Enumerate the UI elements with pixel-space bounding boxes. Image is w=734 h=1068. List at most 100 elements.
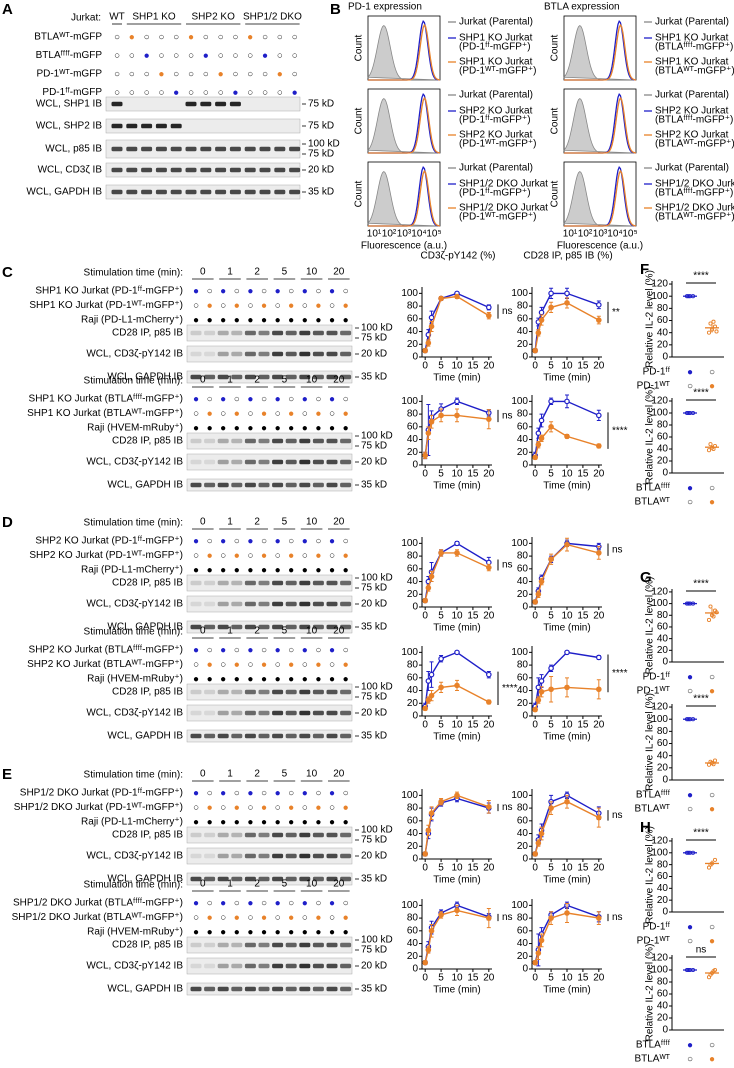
band <box>190 689 202 695</box>
dot: ○ <box>232 69 238 80</box>
x-tick-label: 20 <box>593 611 605 622</box>
y-tick-label: 40 <box>517 326 529 337</box>
band <box>299 330 311 336</box>
blot-label: WCL, GAPDH IB <box>107 984 183 995</box>
band <box>217 689 229 695</box>
time-label: 1 <box>227 517 233 528</box>
dot-row: ○ ● ○ ● ○ ● ○ ● ○ ● ○ ● <box>193 408 349 419</box>
data-point <box>486 312 492 319</box>
band <box>258 330 270 336</box>
dot-row: ○ ● <box>687 497 715 508</box>
dot: ● <box>329 423 335 434</box>
dot: ● <box>302 536 308 547</box>
data-point <box>532 454 538 461</box>
x-tick-label: 5 <box>548 863 554 874</box>
condition-label: BTLAᵂᵀ <box>634 1054 670 1065</box>
dot: ● <box>207 912 213 923</box>
y-tick-label: 40 <box>657 327 669 338</box>
legend-text: (BTLAᵂᵀ-mGFP⁺) <box>655 212 734 223</box>
y-tick-label: 40 <box>407 576 419 587</box>
dot: ○ <box>288 394 294 405</box>
time-label: 2 <box>254 626 260 637</box>
x-tick-label: 10 <box>451 611 463 622</box>
dot-row: ● ○ ● ○ ● ○ ● ○ ● ○ ● ○ <box>193 898 349 909</box>
x-tick-label: 10¹ <box>563 229 578 240</box>
dot: ○ <box>247 408 253 419</box>
dot: ● <box>193 898 199 909</box>
group-label: SHP1 KO <box>132 12 176 23</box>
legend-text: SHP2 KO Jurkat <box>459 130 533 141</box>
replicate-point <box>706 448 712 453</box>
y-tick-label: 0 <box>662 1025 668 1036</box>
x-tick-label: 5 <box>438 863 444 874</box>
band <box>285 832 297 838</box>
dot: ○ <box>302 550 308 561</box>
dot: ○ <box>173 69 179 80</box>
legend-text: SHP1/2 DKO Jurkat <box>459 179 548 190</box>
y-tick-label: 0 <box>662 352 668 363</box>
x-tick-label: 20 <box>593 973 605 984</box>
band <box>217 351 229 357</box>
dot: ● <box>315 674 321 685</box>
dot: ○ <box>288 788 294 799</box>
band <box>185 101 197 107</box>
x-tick-label: 0 <box>532 469 538 480</box>
blot <box>105 118 301 134</box>
band <box>326 876 338 882</box>
dot: ● <box>218 69 224 80</box>
y-tick-label: 0 <box>412 964 418 975</box>
data-point <box>425 430 432 436</box>
y-tick-label: 60 <box>517 313 529 324</box>
dot: ○ <box>158 87 164 98</box>
dot: ○ <box>203 69 209 80</box>
dot: ● <box>302 788 308 799</box>
blot-label: CD28 IP, p85 IB <box>112 578 183 589</box>
band <box>244 710 256 716</box>
data-point <box>438 295 444 302</box>
legend-text: (PD-1ᵂᵀ-mGFP⁺) <box>459 66 537 77</box>
dot: ● <box>234 659 240 670</box>
y-tick-label: 0 <box>662 775 668 786</box>
condition-label: BTLAᶠᶠᶠᶠ <box>636 790 671 801</box>
band <box>231 351 243 357</box>
row-label: Raji (PD-L1-mCherry⁺) <box>81 315 183 326</box>
dot: ● <box>261 408 267 419</box>
dot: ● <box>247 315 253 326</box>
y-tick-label: 120 <box>651 836 668 847</box>
band <box>190 876 202 882</box>
band <box>258 853 270 859</box>
y-tick-label: 20 <box>407 841 419 852</box>
replicate-point <box>708 604 713 609</box>
row-label: SHP1 KO Jurkat (BTLAᶠᶠᶠᶠ-mGFP⁺) <box>29 394 183 405</box>
data-point <box>548 686 554 693</box>
x-tick-label: 5 <box>438 469 444 480</box>
legend-text: (BTLAᶠᶠᶠᶠ-mGFP⁺) <box>655 42 733 53</box>
dot: ● <box>288 550 294 561</box>
dot: ● <box>247 645 253 656</box>
series-line <box>424 292 490 351</box>
marker-label: 75 kD <box>361 583 387 594</box>
y-tick-label: 100 <box>651 847 668 858</box>
band <box>204 580 216 586</box>
x-tick-label: 10 <box>451 863 463 874</box>
blot-label: WCL, CD3ζ-pY142 IB <box>86 349 183 360</box>
y-tick-label: 80 <box>517 301 529 312</box>
band <box>258 459 270 465</box>
x-tick-label: 10³ <box>593 229 608 240</box>
band <box>326 351 338 357</box>
time-label: 10 <box>306 267 318 278</box>
legend-text: SHP1/2 DKO Jurkat <box>655 203 734 214</box>
dot-row: ○ ○ ● ○ ○ ○ ● ○ ○ ○ ● ○ ○ <box>114 50 298 61</box>
blot-label: WCL, CD3ζ-pY142 IB <box>86 708 183 719</box>
band <box>204 986 216 992</box>
x-tick-label: 0 <box>422 973 428 984</box>
significance: ** <box>612 307 620 318</box>
band <box>155 146 167 152</box>
dot-row: ○ ● ○ ● ○ ● ○ ● ○ ● ○ ● <box>193 802 349 813</box>
dot: ● <box>247 817 253 828</box>
x-tick-label: 10 <box>451 720 463 731</box>
legend-text: (BTLAᵂᵀ-mGFP⁺) <box>655 139 734 150</box>
dot: ○ <box>315 394 321 405</box>
y-tick-label: 80 <box>407 660 419 671</box>
band <box>272 438 284 444</box>
